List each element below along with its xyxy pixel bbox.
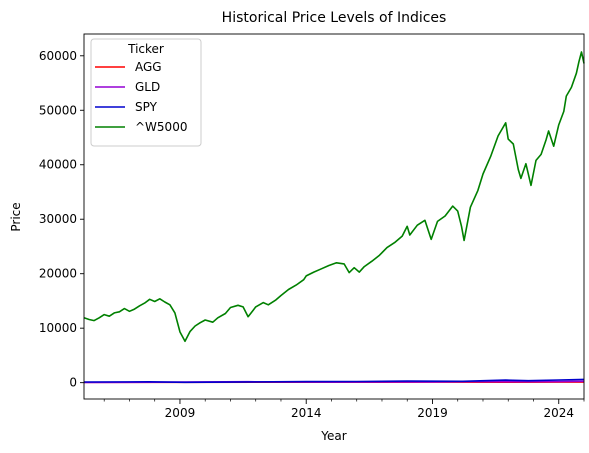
y-tick-label: 30000: [39, 212, 77, 226]
legend-label-w5000: ^W5000: [135, 120, 187, 134]
y-tick-label: 60000: [39, 49, 77, 63]
legend-label-gld: GLD: [135, 80, 160, 94]
x-tick-label: 2014: [291, 406, 322, 420]
legend: Ticker AGG GLD SPY ^W5000: [90, 38, 202, 147]
y-tick-label: 0: [69, 376, 77, 390]
plot-frame: [83, 33, 585, 400]
legend-title: Ticker: [127, 42, 164, 56]
axes-layer: 0 10000 20000 30000 40000 50000 60000 2009 2014 2…: [39, 33, 585, 420]
legend-label-spy: SPY: [135, 100, 158, 114]
y-tick-label: 50000: [39, 103, 77, 117]
x-axis-label: Year: [320, 429, 346, 443]
legend-label-agg: AGG: [135, 60, 162, 74]
series-layer: [83, 51, 585, 384]
x-tick-label: 2024: [543, 406, 574, 420]
x-tick-label: 2019: [417, 406, 448, 420]
y-axis-label: Price: [9, 202, 23, 231]
chart-title: Historical Price Levels of Indices: [222, 10, 447, 26]
y-tick-label: 10000: [39, 321, 77, 335]
y-tick-label: 20000: [39, 267, 77, 281]
series-line-w5000: [83, 51, 585, 343]
y-tick-label: 40000: [39, 158, 77, 172]
legend-box: [90, 38, 202, 147]
x-tick-label: 2009: [165, 406, 196, 420]
series-line-spy: [83, 378, 585, 384]
